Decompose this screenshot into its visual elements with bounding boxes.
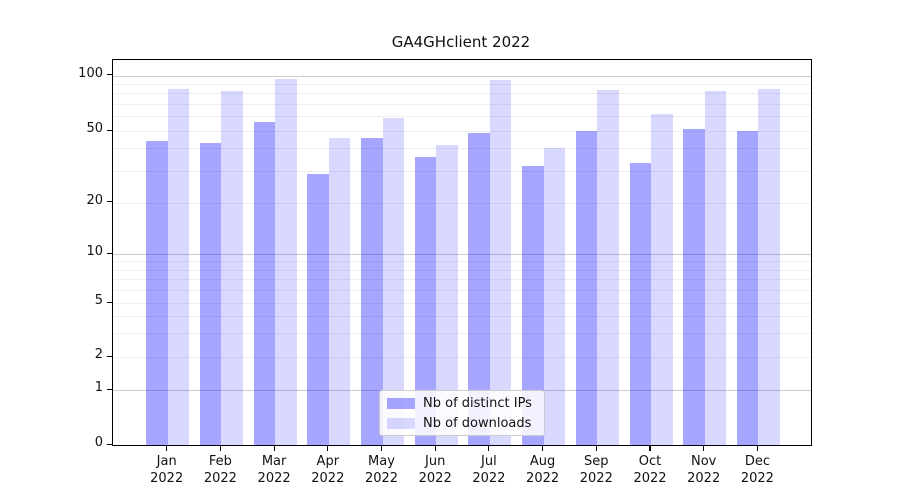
bar-ips-aug [522, 165, 544, 445]
x-tick-mark-sep [595, 445, 597, 451]
gridline-minor-7 [113, 279, 811, 281]
legend-swatch-downloads [387, 417, 415, 429]
legend-label-downloads: Nb of downloads [423, 415, 532, 431]
gridline-minor-30 [113, 170, 811, 172]
y-tick-mark-50 [107, 129, 112, 131]
x-tick-mark-jan [166, 445, 168, 451]
x-tick-mark-dec [756, 445, 758, 451]
y-tick-label-20: 20 [86, 192, 103, 208]
y-tick-mark-5 [107, 301, 112, 303]
bar-ips-jan [146, 140, 168, 445]
bar-downloads-feb [221, 91, 243, 445]
y-tick-label-0: 0 [94, 435, 103, 450]
gridline-minor-8 [113, 269, 811, 271]
gridline-minor-50 [113, 131, 811, 132]
gridline-minor-60 [113, 116, 811, 118]
x-tick-label-may: May 2022 [364, 454, 399, 486]
gridline-major-10 [113, 254, 811, 255]
bar-downloads-mar [275, 78, 297, 445]
x-tick-label-feb: Feb 2022 [203, 454, 237, 486]
x-tick-label-aug: Aug 2022 [526, 454, 560, 486]
y-tick-label-10: 10 [86, 244, 103, 259]
bar-downloads-jun [436, 144, 458, 445]
x-tick-label-apr: Apr 2022 [311, 454, 345, 486]
x-tick-mark-aug [542, 445, 544, 451]
bar-downloads-nov [704, 91, 727, 445]
x-tick-mark-feb [219, 445, 221, 451]
bar-ips-sep [575, 131, 598, 445]
chart-title: GA4GHclient 2022 [391, 33, 531, 51]
y-tick-mark-0 [107, 443, 112, 445]
y-tick-label-100: 100 [78, 65, 103, 81]
legend: Nb of distinct IPs Nb of downloads [379, 390, 545, 436]
x-tick-mark-may [380, 445, 383, 451]
y-tick-mark-20 [107, 201, 112, 203]
y-tick-label-1: 1 [94, 380, 103, 395]
x-tick-mark-nov [703, 445, 705, 451]
bar-ips-jul [468, 132, 490, 445]
gridline-minor-90 [113, 83, 811, 85]
x-tick-label-jan: Jan 2022 [150, 454, 184, 486]
bar-ips-oct [629, 163, 651, 445]
y-tick-label-2: 2 [94, 347, 103, 362]
legend-row-distinct-ips: Nb of distinct IPs [387, 396, 544, 411]
y-tick-mark-100 [107, 74, 112, 76]
bar-downloads-jul [489, 80, 512, 445]
plot-area: Nb of distinct IPs Nb of downloads [112, 59, 812, 446]
legend-swatch-distinct-ips [387, 397, 415, 409]
bar-ips-dec [736, 131, 759, 445]
x-tick-mark-jul [488, 445, 490, 451]
bar-downloads-sep [597, 90, 619, 445]
bar-downloads-may [382, 117, 404, 445]
bar-downloads-oct [651, 113, 673, 445]
x-tick-mark-jun [434, 445, 436, 451]
bar-ips-mar [253, 121, 276, 445]
gridline-minor-9 [113, 261, 811, 263]
bar-downloads-jan [167, 88, 190, 445]
x-tick-label-jun: Jun 2022 [418, 454, 452, 486]
x-tick-mark-mar [273, 445, 275, 451]
gridline-minor-40 [113, 148, 811, 150]
gridline-major-100 [113, 75, 811, 77]
gridline-minor-5 [113, 303, 811, 304]
y-tick-mark-1 [107, 388, 112, 390]
x-tick-label-sep: Sep 2022 [579, 454, 613, 486]
y-tick-label-50: 50 [86, 121, 103, 136]
gridline-minor-70 [113, 104, 811, 106]
gridline-minor-20 [113, 202, 811, 204]
legend-row-downloads: Nb of downloads [387, 416, 544, 431]
gridline-minor-3 [113, 333, 811, 335]
bar-ips-jun [414, 156, 437, 445]
gridline-minor-4 [113, 316, 811, 318]
bar-downloads-apr [328, 137, 351, 445]
bar-ips-feb [199, 142, 222, 445]
bar-ips-may [361, 137, 383, 445]
x-tick-label-nov: Nov 2022 [687, 454, 721, 486]
bar-downloads-dec [758, 89, 780, 445]
y-tick-mark-10 [107, 252, 112, 254]
x-tick-label-oct: Oct 2022 [633, 454, 667, 486]
bar-ips-apr [307, 173, 329, 445]
gridline-minor-80 [113, 93, 811, 95]
x-tick-label-mar: Mar 2022 [257, 454, 291, 486]
x-tick-mark-apr [327, 445, 329, 451]
x-tick-label-dec: Dec 2022 [740, 454, 774, 486]
y-tick-mark-2 [107, 355, 112, 357]
gridline-minor-2 [113, 357, 811, 358]
gridline-minor-6 [113, 290, 811, 292]
bar-downloads-aug [543, 148, 566, 445]
bar-ips-nov [683, 129, 705, 445]
legend-label-distinct-ips: Nb of distinct IPs [423, 395, 532, 411]
x-tick-mark-oct [649, 445, 651, 451]
x-tick-label-jul: Jul 2022 [472, 454, 506, 486]
y-tick-label-5: 5 [94, 293, 103, 308]
